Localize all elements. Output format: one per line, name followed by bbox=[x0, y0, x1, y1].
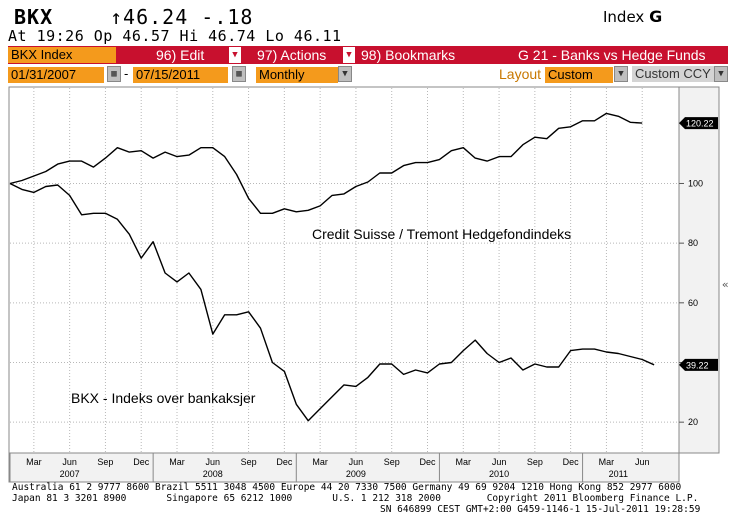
x-tick-label: Jun bbox=[635, 457, 650, 467]
x-tick-label: Mar bbox=[456, 457, 472, 467]
series-line-0 bbox=[9, 112, 643, 215]
footer-line-2: Japan 81 3 3201 8900 Singapore 65 6212 1… bbox=[12, 493, 699, 504]
panel-expand-icon[interactable]: « bbox=[722, 278, 729, 291]
layout-label: Layout bbox=[499, 66, 542, 82]
x-tick-label: Dec bbox=[276, 457, 293, 467]
x-tick-label: Mar bbox=[312, 457, 328, 467]
chevron-down-icon[interactable]: ▼ bbox=[714, 66, 728, 82]
index-key: G bbox=[649, 7, 663, 26]
x-tick-label: Dec bbox=[133, 457, 150, 467]
header-bar: BKX ↑46.24 -.18 Index G At 19:26 Op 46.5… bbox=[0, 0, 736, 46]
y-axis-panel bbox=[678, 86, 720, 454]
layout-select[interactable]: Custom bbox=[545, 67, 613, 83]
y-tick-label: 60 bbox=[688, 298, 698, 308]
y-tick-label: 100 bbox=[688, 178, 703, 188]
last-price: ↑46.24 -.18 bbox=[110, 5, 254, 29]
footer-line-3: SN 646899 CEST GMT+2:00 G459-1146-1 15-J… bbox=[380, 504, 701, 515]
actions-menu[interactable]: 97) Actions bbox=[257, 47, 327, 63]
calendar-icon[interactable]: ▦ bbox=[232, 66, 246, 82]
calendar-icon[interactable]: ▦ bbox=[107, 66, 121, 82]
x-tick-label: Jun bbox=[62, 457, 77, 467]
start-date-field[interactable]: 01/31/2007 bbox=[8, 67, 104, 83]
security-field[interactable]: BKX Index bbox=[8, 47, 116, 63]
last-value-label-0: 120.22 bbox=[686, 119, 714, 129]
x-tick-label: Jun bbox=[349, 457, 364, 467]
last-value-label-1: 39.22 bbox=[686, 360, 709, 370]
currency-select[interactable]: Custom CCY bbox=[632, 66, 714, 82]
annotation-hedge-funds: Credit Suisse / Tremont Hedgefondindeks bbox=[312, 226, 571, 242]
footer-line-1: Australia 61 2 9777 8600 Brazil 5511 304… bbox=[12, 482, 682, 493]
x-year-label: 2008 bbox=[203, 469, 223, 479]
x-year-label: 2007 bbox=[60, 469, 80, 479]
x-year-label: 2010 bbox=[489, 469, 509, 479]
x-year-label: 2011 bbox=[609, 469, 628, 479]
x-tick-label: Sep bbox=[527, 457, 543, 467]
x-tick-label: Jun bbox=[206, 457, 221, 467]
bookmarks-menu[interactable]: 98) Bookmarks bbox=[361, 47, 456, 63]
x-tick-label: Dec bbox=[419, 457, 436, 467]
edit-dropdown-icon[interactable]: ▼ bbox=[229, 47, 241, 63]
actions-dropdown-icon[interactable]: ▼ bbox=[343, 47, 355, 63]
index-label: Index G bbox=[603, 7, 662, 26]
x-axis-panel bbox=[8, 452, 680, 483]
chevron-down-icon[interactable]: ▼ bbox=[338, 66, 352, 82]
x-tick-label: Dec bbox=[563, 457, 580, 467]
x-tick-label: Jun bbox=[492, 457, 507, 467]
last-value-box-0 bbox=[679, 117, 718, 130]
date-separator: - bbox=[124, 66, 129, 81]
command-bar bbox=[8, 46, 728, 64]
x-tick-label: Sep bbox=[97, 457, 113, 467]
annotation-bank-index: BKX - Indeks over bankaksjer bbox=[71, 390, 256, 406]
x-year-label: 2009 bbox=[346, 469, 366, 479]
open-high-low: At 19:26 Op 46.57 Hi 46.74 Lo 46.11 bbox=[8, 27, 342, 45]
chart-name: G 21 - Banks vs Hedge Funds bbox=[518, 47, 706, 63]
y-tick-label: 80 bbox=[688, 238, 698, 248]
chevron-down-icon[interactable]: ▼ bbox=[614, 66, 628, 82]
x-tick-label: Mar bbox=[26, 457, 42, 467]
end-date-field[interactable]: 07/15/2011 bbox=[133, 67, 228, 83]
ticker-symbol: BKX bbox=[14, 5, 54, 29]
index-text: Index bbox=[603, 8, 645, 26]
y-tick-label: 20 bbox=[688, 417, 698, 427]
period-select[interactable]: Monthly bbox=[256, 67, 338, 83]
edit-menu[interactable]: 96) Edit bbox=[156, 47, 205, 63]
last-value-box-1 bbox=[679, 358, 718, 371]
x-tick-label: Sep bbox=[384, 457, 400, 467]
series-line-1 bbox=[9, 182, 655, 422]
x-tick-label: Mar bbox=[599, 457, 615, 467]
x-tick-label: Mar bbox=[169, 457, 185, 467]
x-tick-label: Sep bbox=[241, 457, 257, 467]
